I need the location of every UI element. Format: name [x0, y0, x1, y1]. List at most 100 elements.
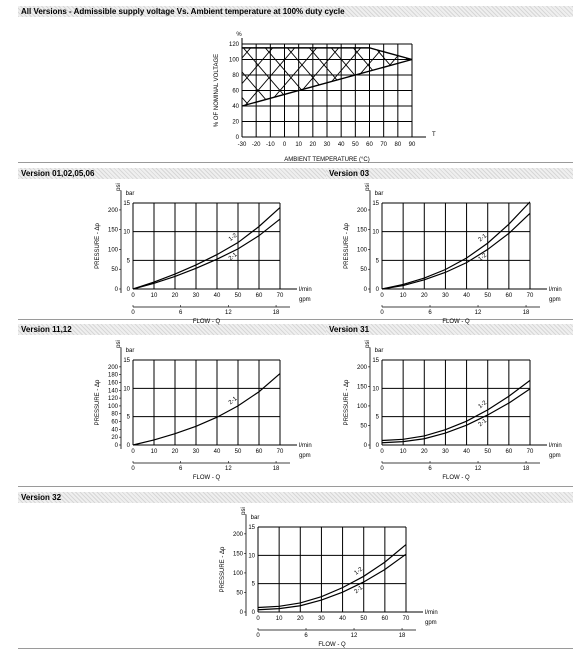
- gpm-tick-label: 12: [351, 633, 358, 639]
- x-tick-label: 60: [366, 142, 373, 148]
- section-title: Version 11,12: [21, 325, 72, 334]
- y-tick-label: 0: [127, 287, 131, 293]
- x-tick-label: 30: [442, 293, 449, 299]
- gpm-tick-label: 6: [179, 466, 183, 472]
- x-tick-label: 30: [318, 616, 325, 622]
- psi-tick-label: 0: [364, 287, 368, 293]
- x-tick-label: 50: [484, 449, 491, 455]
- series-label: 2-1: [228, 252, 239, 262]
- y-tick-label: 15: [123, 201, 130, 207]
- y-axis-label: PRESSURE - Δp: [344, 379, 350, 425]
- y-unit-secondary: psi: [116, 183, 122, 191]
- x-tick-label: 40: [463, 293, 470, 299]
- x-unit-primary: l/min: [549, 443, 562, 449]
- x-tick-label: 30: [442, 449, 449, 455]
- y-unit-primary: bar: [126, 348, 135, 354]
- x-tick-label: 60: [506, 449, 513, 455]
- x-axis-symbol: T: [432, 132, 436, 138]
- psi-tick-label: 60: [111, 420, 118, 426]
- x-tick-label: 80: [394, 142, 401, 148]
- gpm-tick-label: 0: [380, 310, 384, 316]
- y-unit-primary: bar: [375, 348, 384, 354]
- x-axis-label: FLOW - Q: [318, 642, 346, 648]
- series-label: 1-2: [354, 566, 365, 576]
- hatch-line: [242, 47, 277, 106]
- gpm-tick-label: 18: [523, 466, 530, 472]
- x-axis-label: AMBIENT TEMPERATURE (°C): [284, 157, 369, 163]
- gpm-tick-label: 12: [475, 310, 482, 316]
- x-tick-label: 60: [256, 293, 263, 299]
- psi-tick-label: 150: [357, 384, 368, 390]
- gpm-tick-label: 6: [179, 310, 183, 316]
- x-tick-label: 20: [421, 449, 428, 455]
- psi-tick-label: 50: [360, 267, 367, 273]
- x-tick-label: 10: [295, 142, 302, 148]
- psi-tick-label: 100: [357, 404, 368, 410]
- x-tick-label: 50: [360, 616, 367, 622]
- psi-tick-label: 0: [115, 443, 119, 449]
- divider: [18, 648, 573, 649]
- gpm-tick-label: 12: [225, 310, 232, 316]
- x-tick-label: 0: [131, 449, 135, 455]
- x-tick-label: 20: [172, 293, 179, 299]
- psi-tick-label: 50: [360, 423, 367, 429]
- y-unit-secondary: psi: [365, 340, 371, 348]
- psi-tick-label: 150: [357, 228, 368, 234]
- section-header-v01: Version 01,02,05,06: [18, 168, 326, 179]
- y-tick-label: 80: [232, 73, 239, 79]
- series-label: 1-2: [478, 400, 489, 410]
- psi-tick-label: 20: [111, 435, 118, 441]
- x-tick-label: 0: [283, 142, 287, 148]
- gpm-tick-label: 18: [399, 633, 406, 639]
- psi-tick-label: 160: [108, 380, 119, 386]
- section-title: Version 31: [329, 325, 370, 334]
- x-tick-label: 50: [235, 449, 242, 455]
- x-tick-label: 10: [151, 449, 158, 455]
- x-tick-label: 90: [409, 142, 416, 148]
- x-tick-label: -10: [266, 142, 275, 148]
- y-tick-label: 10: [123, 386, 130, 392]
- psi-tick-label: 50: [236, 590, 243, 596]
- y-unit-primary: bar: [375, 191, 384, 197]
- y-tick-label: 40: [232, 104, 239, 110]
- y-tick-label: 10: [372, 230, 379, 236]
- x-unit-primary: l/min: [425, 610, 438, 616]
- x-tick-label: 30: [193, 449, 200, 455]
- psi-tick-label: 200: [108, 208, 119, 214]
- series-line: [132, 218, 281, 290]
- series-line: [381, 379, 531, 442]
- x-tick-label: 70: [527, 449, 534, 455]
- gpm-tick-label: 18: [273, 466, 280, 472]
- x-tick-label: 10: [276, 616, 283, 622]
- psi-tick-label: 0: [364, 443, 368, 449]
- gpm-tick-label: 6: [304, 633, 308, 639]
- x-tick-label: -30: [238, 142, 247, 148]
- x-unit-primary: l/min: [549, 287, 562, 293]
- y-tick-label: 0: [376, 443, 380, 449]
- y-unit-secondary: psi: [116, 340, 122, 348]
- series-line: [241, 58, 413, 107]
- section-header-v03: Version 03: [326, 168, 573, 179]
- y-unit-primary: bar: [251, 515, 260, 521]
- series-line: [132, 207, 281, 290]
- x-tick-label: 50: [352, 142, 359, 148]
- x-tick-label: 20: [309, 142, 316, 148]
- x-tick-label: 10: [400, 449, 407, 455]
- x-tick-label: 60: [506, 293, 513, 299]
- gpm-tick-label: 6: [428, 310, 432, 316]
- x-tick-label: 0: [380, 293, 384, 299]
- gpm-tick-label: 18: [273, 310, 280, 316]
- x-tick-label: 70: [527, 293, 534, 299]
- x-unit-secondary: gpm: [299, 453, 311, 459]
- y-axis-label: PRESSURE - Δp: [344, 222, 350, 268]
- series-line: [242, 47, 413, 61]
- y-unit-secondary: psi: [365, 183, 371, 191]
- divider: [18, 319, 573, 320]
- y-tick-label: 5: [127, 258, 131, 264]
- x-tick-label: -20: [252, 142, 261, 148]
- psi-tick-label: 140: [108, 388, 119, 394]
- x-tick-label: 10: [151, 293, 158, 299]
- x-tick-label: 30: [324, 142, 331, 148]
- x-unit-secondary: gpm: [549, 297, 561, 303]
